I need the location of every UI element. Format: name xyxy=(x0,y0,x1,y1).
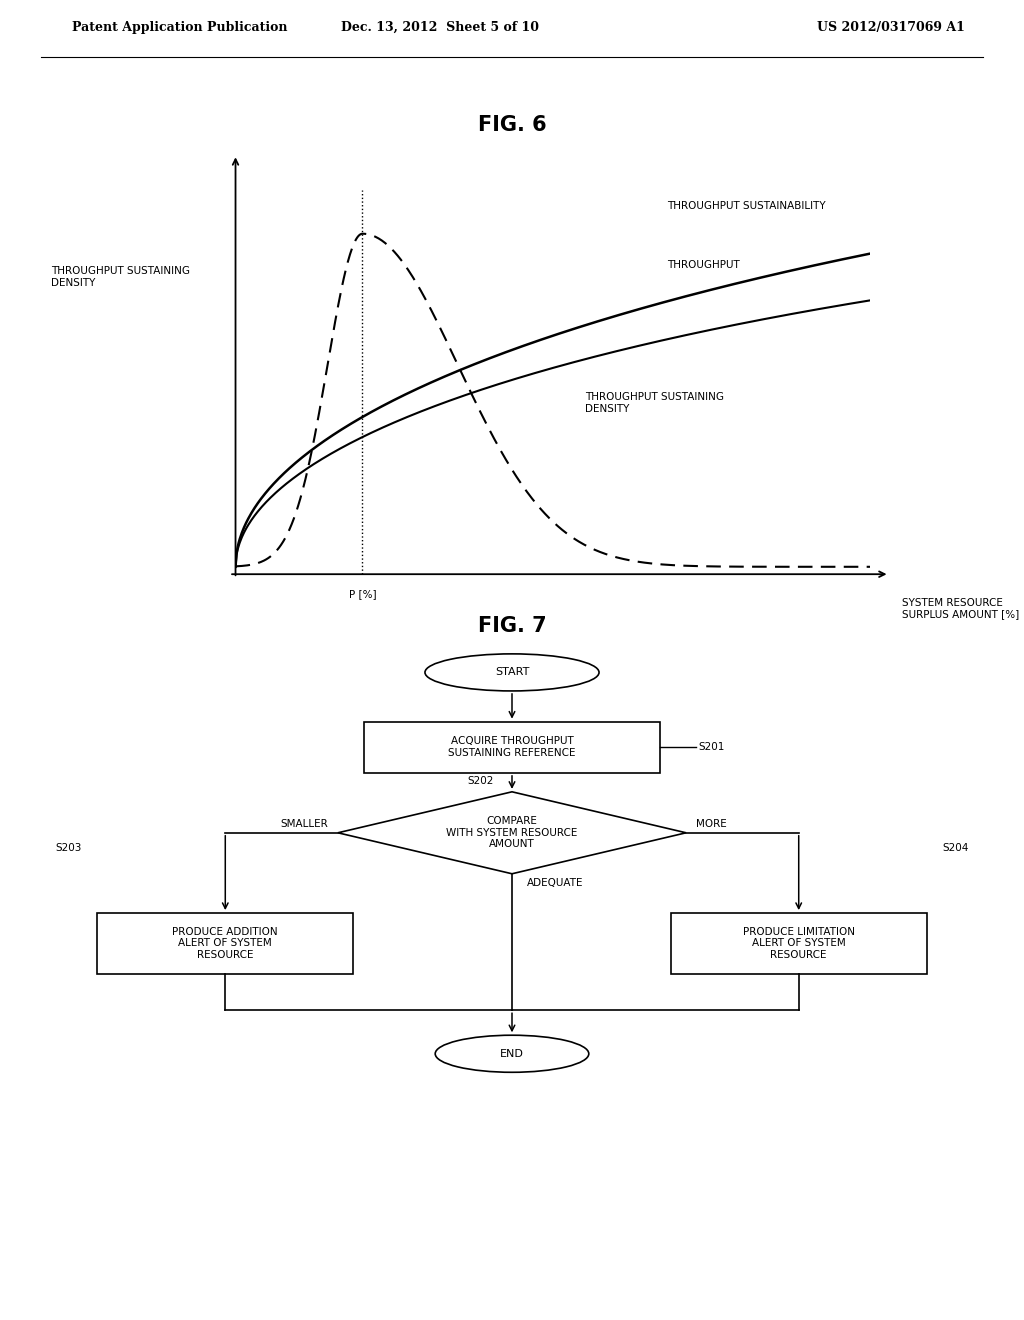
Text: SYSTEM RESOURCE
SURPLUS AMOUNT [%]: SYSTEM RESOURCE SURPLUS AMOUNT [%] xyxy=(902,598,1020,619)
Text: FIG. 6: FIG. 6 xyxy=(477,115,547,136)
Text: ACQUIRE THROUGHPUT
SUSTAINING REFERENCE: ACQUIRE THROUGHPUT SUSTAINING REFERENCE xyxy=(449,737,575,758)
Text: PRODUCE ADDITION
ALERT OF SYSTEM
RESOURCE: PRODUCE ADDITION ALERT OF SYSTEM RESOURC… xyxy=(172,927,279,960)
Ellipse shape xyxy=(435,1035,589,1072)
Text: THROUGHPUT SUSTAINING
DENSITY: THROUGHPUT SUSTAINING DENSITY xyxy=(585,392,724,413)
Ellipse shape xyxy=(425,653,599,690)
Text: ADEQUATE: ADEQUATE xyxy=(527,878,584,888)
Text: SMALLER: SMALLER xyxy=(280,820,328,829)
Text: S203: S203 xyxy=(55,843,82,854)
Text: MORE: MORE xyxy=(696,820,727,829)
Text: START: START xyxy=(495,668,529,677)
Text: THROUGHPUT SUSTAINING
DENSITY: THROUGHPUT SUSTAINING DENSITY xyxy=(51,267,190,288)
Text: Patent Application Publication: Patent Application Publication xyxy=(72,21,287,34)
Text: US 2012/0317069 A1: US 2012/0317069 A1 xyxy=(817,21,965,34)
Text: Dec. 13, 2012  Sheet 5 of 10: Dec. 13, 2012 Sheet 5 of 10 xyxy=(341,21,540,34)
Text: S202: S202 xyxy=(467,776,494,787)
Text: COMPARE
WITH SYSTEM RESOURCE
AMOUNT: COMPARE WITH SYSTEM RESOURCE AMOUNT xyxy=(446,816,578,849)
Bar xyxy=(364,722,660,774)
Text: P [%]: P [%] xyxy=(349,589,376,599)
Text: THROUGHPUT SUSTAINABILITY: THROUGHPUT SUSTAINABILITY xyxy=(668,201,826,211)
Bar xyxy=(671,913,927,974)
Polygon shape xyxy=(338,792,686,874)
Text: S201: S201 xyxy=(698,742,725,752)
Text: THROUGHPUT: THROUGHPUT xyxy=(668,260,740,271)
Text: PRODUCE LIMITATION
ALERT OF SYSTEM
RESOURCE: PRODUCE LIMITATION ALERT OF SYSTEM RESOU… xyxy=(742,927,855,960)
Text: FIG. 7: FIG. 7 xyxy=(477,616,547,636)
Text: END: END xyxy=(500,1049,524,1059)
Text: S204: S204 xyxy=(942,843,969,854)
Bar xyxy=(97,913,353,974)
